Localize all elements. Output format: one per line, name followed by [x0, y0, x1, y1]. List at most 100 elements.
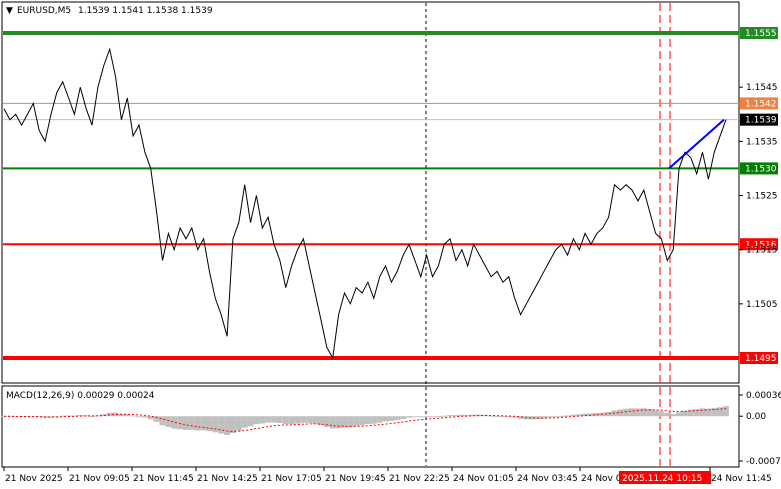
macd-histogram-bar	[711, 408, 718, 417]
macd-histogram-bar	[188, 416, 195, 430]
macd-histogram-bar	[247, 416, 254, 427]
level-tag-text-1.1516: 1.1516	[745, 240, 777, 250]
macd-histogram-bar	[406, 416, 412, 418]
macd-histogram-bar	[48, 416, 54, 418]
menu-arrow-icon[interactable]: ▼	[6, 6, 13, 16]
level-tag-text-1.1530: 1.1530	[745, 164, 777, 174]
macd-histogram-bar	[165, 416, 172, 428]
macd-histogram-bar	[118, 413, 125, 417]
level-tag-1.1539	[740, 113, 778, 126]
macd-tick-label: 0.00	[746, 412, 766, 422]
macd-histogram-bar	[253, 416, 260, 425]
macd-histogram-bar	[670, 414, 677, 417]
macd-histogram-bar	[511, 416, 518, 418]
time-tick-label: 24 Nov 01:05	[453, 474, 514, 484]
macd-histogram-bar	[681, 410, 688, 417]
macd-histogram-bar	[582, 413, 589, 417]
price-tick-label: 1.1505	[746, 300, 778, 310]
level-tag-text-1.1539: 1.1539	[745, 116, 777, 126]
macd-histogram-bar	[200, 416, 207, 431]
macd-histogram-bar	[12, 416, 19, 418]
macd-histogram-bar	[382, 416, 389, 422]
macd-histogram-bar	[370, 416, 377, 424]
highlight-time-label: 2025.11.24 10:15	[622, 474, 702, 484]
macd-histogram-bar	[693, 409, 700, 417]
macd-histogram-bar	[488, 415, 495, 417]
macd-histogram-bar	[423, 416, 430, 418]
macd-histogram-bar	[687, 409, 694, 417]
macd-histogram-bar	[593, 412, 600, 417]
time-tick-label: 24 Nov 06:25	[581, 474, 642, 484]
macd-tick-label: 0.00036	[746, 391, 781, 401]
level-tag-1.1542	[740, 97, 778, 110]
macd-histogram-bar	[640, 408, 647, 417]
macd-histogram-bar	[1, 416, 7, 418]
macd-histogram-bar	[447, 414, 454, 417]
macd-histogram-bar	[229, 416, 236, 434]
macd-histogram-bar	[652, 410, 659, 417]
macd-histogram-bar	[124, 414, 131, 417]
macd-histogram-bar	[282, 416, 289, 425]
level-tag-text-1.1542: 1.1542	[745, 99, 777, 109]
macd-histogram-bar	[329, 416, 336, 429]
macd-histogram-bar	[171, 416, 178, 429]
highlight-time-badge	[619, 471, 711, 484]
macd-histogram-bar	[400, 416, 407, 419]
macd-histogram-bar	[59, 415, 66, 417]
price-tick-label: 1.1525	[746, 192, 778, 202]
macd-histogram-bar	[635, 408, 641, 417]
macd-histogram-bar	[411, 416, 418, 418]
macd-histogram-bar	[265, 416, 272, 423]
macd-histogram-bar	[676, 412, 682, 417]
macd-histogram-bar	[141, 416, 148, 418]
macd-histogram-bar	[306, 416, 313, 423]
symbol-label: EURUSD,M5	[17, 6, 71, 16]
macd-histogram-bar	[546, 416, 553, 418]
time-tick-label: 21 Nov 11:45	[133, 474, 194, 484]
macd-label: MACD(12,26,9) 0.00029 0.00024	[6, 391, 155, 401]
macd-histogram-bar	[89, 415, 95, 417]
macd-histogram-bar	[664, 413, 671, 417]
time-tick-label: 21 Nov 2025	[5, 474, 63, 484]
macd-histogram-bar	[294, 416, 301, 424]
macd-histogram-bar	[435, 416, 442, 418]
time-tick-label: 21 Nov 22:25	[389, 474, 450, 484]
time-tick-label: 21 Nov 17:05	[261, 474, 322, 484]
price-tick-label: 1.1545	[746, 83, 778, 93]
macd-histogram-bar	[147, 416, 154, 420]
macd-histogram-bar	[529, 416, 536, 420]
macd-histogram-bar	[705, 408, 712, 417]
macd-histogram-bar	[177, 416, 184, 430]
time-tick-label: 21 Nov 09:05	[69, 474, 130, 484]
macd-histogram-bar	[453, 415, 459, 417]
macd-histogram-bar	[441, 415, 448, 417]
ohlc-readout: 1.1539 1.1541 1.1538 1.1539	[78, 6, 213, 16]
macd-histogram-bar	[605, 411, 612, 417]
macd-histogram-bar	[417, 416, 424, 418]
macd-histogram-bar	[194, 416, 201, 431]
macd-histogram-bar	[658, 411, 665, 417]
macd-histogram-bar	[136, 416, 142, 418]
trend-line	[668, 118, 725, 170]
macd-histogram-bar	[288, 416, 295, 425]
macd-histogram-bar	[429, 416, 436, 418]
macd-histogram-bar	[318, 416, 324, 426]
level-tag-1.1530	[740, 162, 778, 175]
macd-histogram-bar	[71, 415, 78, 417]
macd-histogram-bar	[500, 416, 506, 418]
macd-histogram-bar	[341, 416, 348, 428]
macd-histogram-bar	[65, 415, 72, 417]
macd-histogram-bar	[359, 416, 365, 426]
level-tag-text-1.1555: 1.1555	[745, 29, 777, 39]
macd-histogram-bar	[388, 416, 395, 421]
macd-histogram-bar	[588, 413, 594, 417]
time-tick-label: 24 Nov 03:45	[517, 474, 578, 484]
macd-histogram-bar	[83, 415, 90, 417]
macd-histogram-bar	[206, 416, 213, 432]
price-tick-label: 1.1535	[746, 137, 778, 147]
macd-histogram-bar	[353, 416, 360, 426]
macd-histogram-bar	[552, 416, 559, 418]
macd-histogram-bar	[218, 416, 225, 434]
macd-histogram-bar	[271, 416, 277, 423]
